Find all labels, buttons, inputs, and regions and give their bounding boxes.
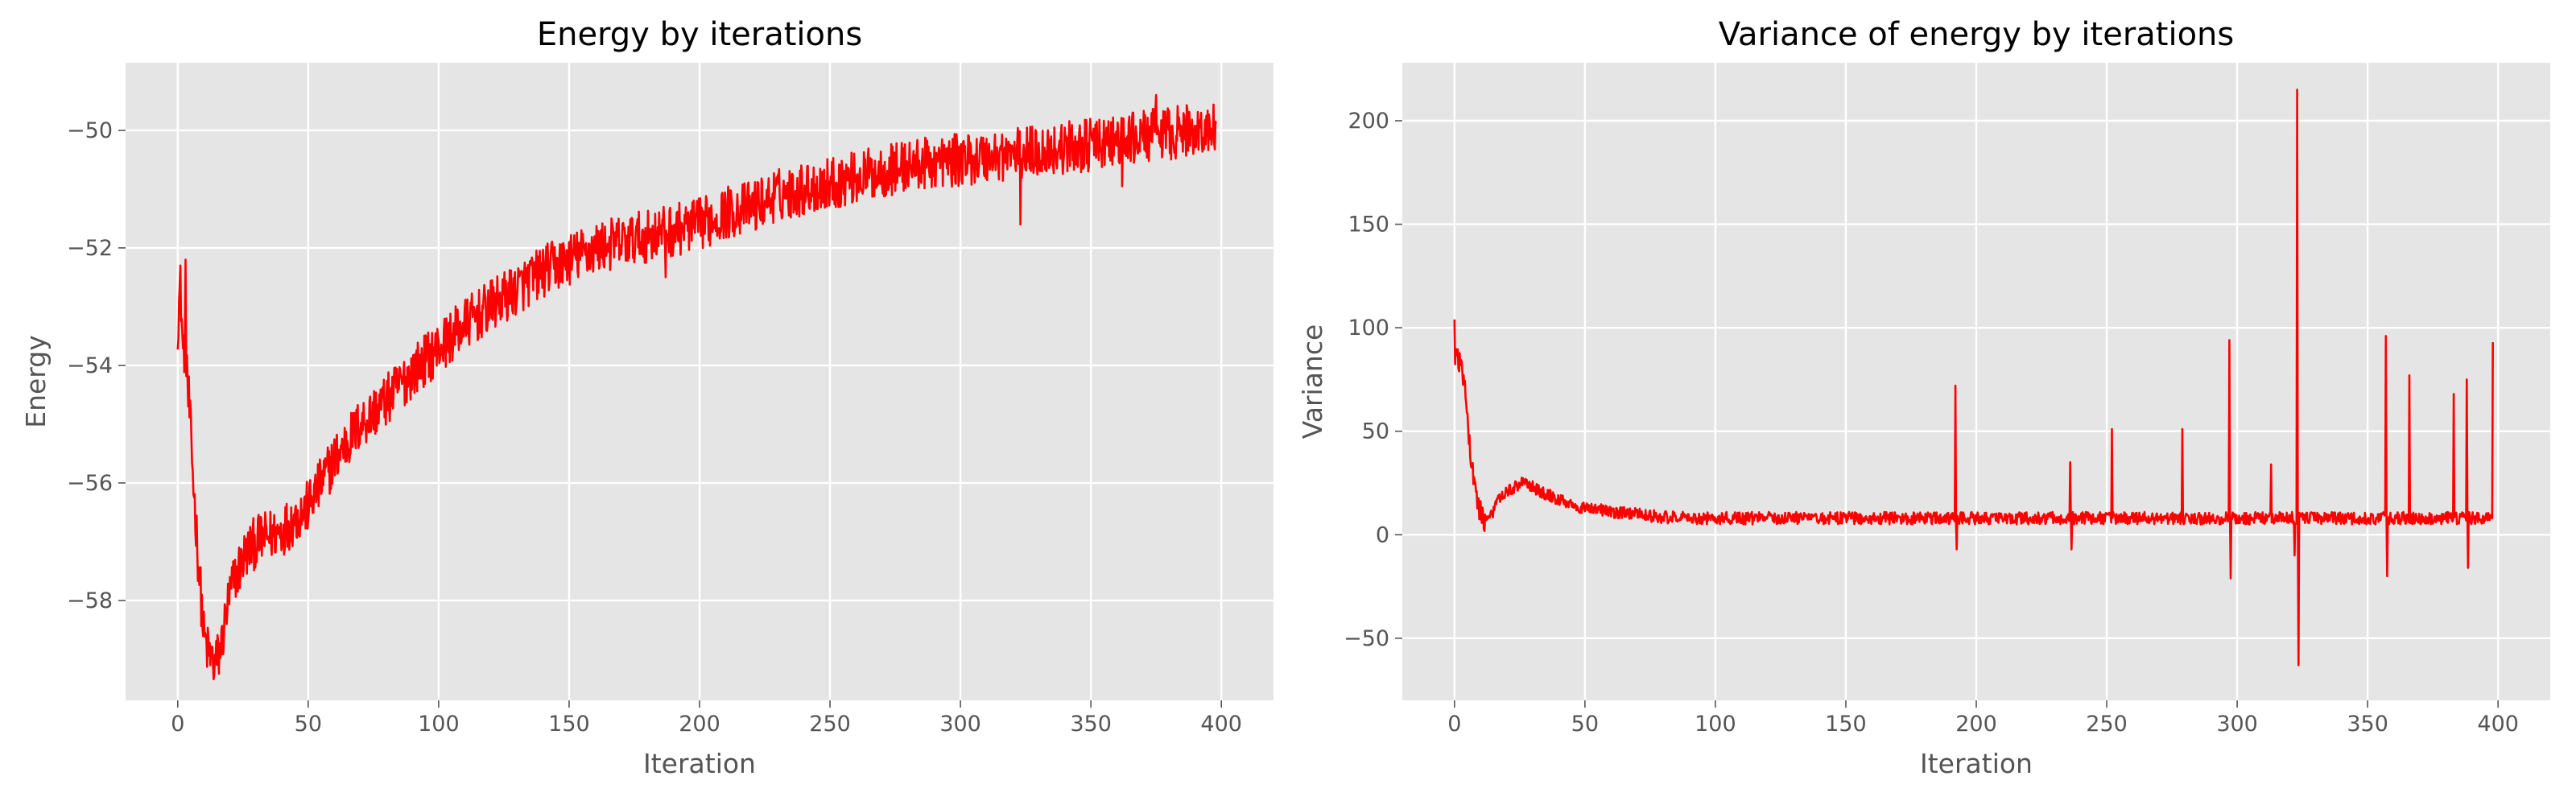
- energy-chart: 0 50 100 150 200 250 300 350 400−58−56−54−52−50 …: [20, 16, 1274, 779]
- variance-x-tick-label: 0: [1447, 712, 1461, 737]
- energy-y-tick-label: −50: [67, 118, 113, 143]
- variance-x-tick-label: 400: [2477, 712, 2519, 737]
- variance-y-tick-label: 50: [1362, 419, 1389, 444]
- variance-series-line: [1453, 89, 2494, 667]
- variance-series-layer: [1453, 89, 2494, 667]
- energy-x-tick-label: 300: [939, 712, 981, 737]
- energy-y-tick-label: −52: [67, 236, 113, 261]
- energy-y-tick-label: −58: [67, 588, 113, 613]
- energy-x-axis-label: Iteration: [643, 748, 756, 779]
- energy-x-tick-label: 350: [1070, 712, 1112, 737]
- variance-grid: [1402, 63, 2550, 700]
- energy-x-tick-label: 0: [171, 712, 184, 737]
- energy-x-tick-label: 150: [548, 712, 590, 737]
- energy-y-tick-label: −54: [67, 353, 113, 378]
- energy-x-tick-label: 50: [295, 712, 322, 737]
- variance-ticks: 0 50 100 150 200 250 300 350 400 −50 0 50 100 150 200: [1344, 109, 2519, 737]
- variance-y-tick-label: 0: [1376, 522, 1389, 547]
- energy-x-tick-label: 250: [809, 712, 851, 737]
- variance-x-tick-label: 100: [1695, 712, 1736, 737]
- variance-x-tick-label: 350: [2347, 712, 2388, 737]
- energy-x-tick-label: 100: [418, 712, 460, 737]
- variance-y-axis-label: Variance: [1297, 324, 1328, 440]
- energy-grid: [126, 63, 1274, 700]
- variance-x-tick-label: 200: [1955, 712, 1997, 737]
- variance-x-tick-label: 150: [1825, 712, 1867, 737]
- variance-x-tick-label: 250: [2086, 712, 2128, 737]
- variance-y-tick-label: 100: [1348, 316, 1389, 341]
- energy-series-layer: [176, 93, 1217, 680]
- variance-x-axis-label: Iteration: [1920, 748, 2033, 779]
- variance-chart-title: Variance of energy by iterations: [1719, 16, 2234, 53]
- variance-x-tick-label: 300: [2216, 712, 2258, 737]
- variance-y-tick-label: −50: [1344, 626, 1389, 651]
- energy-series-line: [176, 93, 1217, 680]
- variance-chart: 0 50 100 150 200 250 300 350 400−50050100150200 …: [1297, 16, 2550, 779]
- variance-y-tick-label: 200: [1348, 109, 1389, 134]
- energy-chart-title: Energy by iterations: [537, 16, 862, 53]
- energy-y-tick-label: −56: [67, 471, 113, 496]
- energy-y-axis-label: Energy: [20, 335, 52, 428]
- energy-ticks: 0 50 100 150 200 250 300 350 400 −58 −56 −54 −52 −50: [67, 118, 1242, 737]
- variance-y-tick-label: 150: [1348, 213, 1389, 237]
- variance-x-tick-label: 50: [1571, 712, 1599, 737]
- energy-x-tick-label: 400: [1200, 712, 1242, 737]
- energy-x-tick-label: 200: [679, 712, 720, 737]
